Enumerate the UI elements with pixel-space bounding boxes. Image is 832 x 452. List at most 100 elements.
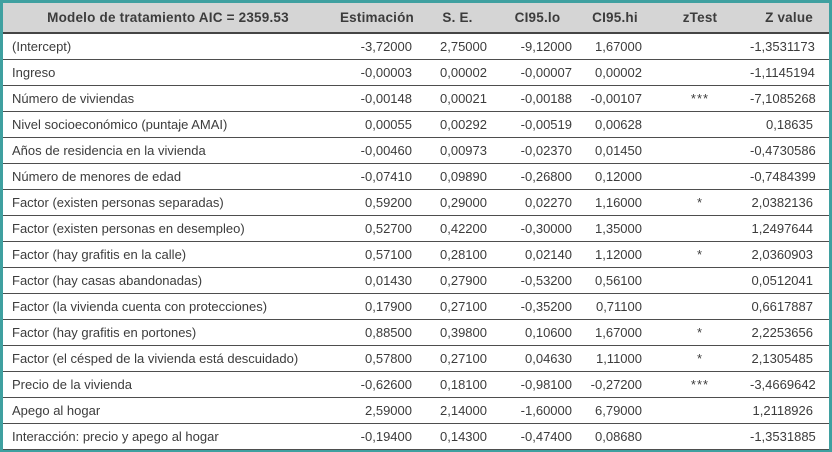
predictor-label: Factor (existen personas separadas) bbox=[3, 189, 333, 216]
se-value: 0,00021 bbox=[420, 85, 495, 112]
column-header-ztest: zTest bbox=[650, 3, 750, 34]
table-row: Factor (existen personas separadas) 0,592… bbox=[3, 189, 829, 216]
table-row: Ingreso -0,00003 0,00002 -0,00007 0,00002 -1,… bbox=[3, 59, 829, 86]
column-header-model-title: Modelo de tratamiento AIC = 2359.53 bbox=[3, 3, 333, 34]
estimate-value: -0,62600 bbox=[333, 371, 420, 398]
estimate-value: -3,72000 bbox=[333, 33, 420, 60]
significance-stars: * bbox=[650, 189, 750, 216]
table-row: Nivel socioeconómico (puntaje AMAI) 0,000… bbox=[3, 111, 829, 138]
ci-hi-value: 0,56100 bbox=[580, 267, 650, 294]
significance-stars bbox=[650, 423, 750, 450]
predictor-label: Precio de la vivienda bbox=[3, 371, 333, 398]
significance-stars bbox=[650, 163, 750, 190]
table-row: Factor (la vivienda cuenta con proteccio… bbox=[3, 293, 829, 320]
z-value: 0,18635 bbox=[750, 111, 829, 138]
ci-lo-value: -0,47400 bbox=[495, 423, 580, 450]
significance-stars: *** bbox=[650, 371, 750, 398]
ci-lo-value: -9,12000 bbox=[495, 33, 580, 60]
ci-lo-value: -1,60000 bbox=[495, 397, 580, 424]
significance-stars bbox=[650, 137, 750, 164]
se-value: 0,28100 bbox=[420, 241, 495, 268]
significance-stars: *** bbox=[650, 85, 750, 112]
table-row: Años de residencia en la vivienda -0,0046… bbox=[3, 137, 829, 164]
ci-lo-value: -0,35200 bbox=[495, 293, 580, 320]
predictor-label: Factor (el césped de la vivienda está de… bbox=[3, 345, 333, 372]
ci-hi-value: 6,79000 bbox=[580, 397, 650, 424]
z-value: 2,0382136 bbox=[750, 189, 829, 216]
se-value: 2,14000 bbox=[420, 397, 495, 424]
ci-lo-value: -0,30000 bbox=[495, 215, 580, 242]
ci-hi-value: 0,00628 bbox=[580, 111, 650, 138]
ci-hi-value: 1,12000 bbox=[580, 241, 650, 268]
z-value: 2,2253656 bbox=[750, 319, 829, 346]
predictor-label: Interacción: precio y apego al hogar bbox=[3, 423, 333, 450]
ci-lo-value: 0,02270 bbox=[495, 189, 580, 216]
estimate-value: -0,07410 bbox=[333, 163, 420, 190]
ci-lo-value: -0,00188 bbox=[495, 85, 580, 112]
predictor-label: (Intercept) bbox=[3, 33, 333, 60]
estimate-value: -0,00148 bbox=[333, 85, 420, 112]
estimate-value: -0,00003 bbox=[333, 59, 420, 86]
ci-lo-value: -0,53200 bbox=[495, 267, 580, 294]
column-header-ci95-lo: CI95.lo bbox=[495, 3, 580, 34]
estimate-value: 2,59000 bbox=[333, 397, 420, 424]
significance-stars: * bbox=[650, 319, 750, 346]
table-row: Número de menores de edad -0,07410 0,09890… bbox=[3, 163, 829, 190]
ci-hi-value: 0,08680 bbox=[580, 423, 650, 450]
se-value: 0,27100 bbox=[420, 293, 495, 320]
se-value: 0,42200 bbox=[420, 215, 495, 242]
z-value: -1,3531173 bbox=[750, 33, 829, 60]
significance-stars: * bbox=[650, 345, 750, 372]
ci-hi-value: -0,00107 bbox=[580, 85, 650, 112]
significance-stars bbox=[650, 33, 750, 60]
estimate-value: 0,57800 bbox=[333, 345, 420, 372]
header-row: Modelo de tratamiento AIC = 2359.53 Esti… bbox=[3, 3, 829, 34]
estimate-value: 0,00055 bbox=[333, 111, 420, 138]
se-value: 0,29000 bbox=[420, 189, 495, 216]
z-value: 0,0512041 bbox=[750, 267, 829, 294]
predictor-label: Número de viviendas bbox=[3, 85, 333, 112]
z-value: 1,2118926 bbox=[750, 397, 829, 424]
significance-stars: * bbox=[650, 241, 750, 268]
ci-lo-value: -0,98100 bbox=[495, 371, 580, 398]
ci-lo-value: 0,04630 bbox=[495, 345, 580, 372]
z-value: -0,4730586 bbox=[750, 137, 829, 164]
z-value: -3,4669642 bbox=[750, 371, 829, 398]
column-header-se: S. E. bbox=[420, 3, 495, 34]
estimate-value: 0,17900 bbox=[333, 293, 420, 320]
table-header: Modelo de tratamiento AIC = 2359.53 Esti… bbox=[3, 3, 829, 34]
column-header-z-value: Z value bbox=[750, 3, 829, 34]
predictor-label: Factor (hay grafitis en portones) bbox=[3, 319, 333, 346]
significance-stars bbox=[650, 111, 750, 138]
se-value: 0,00973 bbox=[420, 137, 495, 164]
ci-lo-value: 0,02140 bbox=[495, 241, 580, 268]
estimate-value: -0,19400 bbox=[333, 423, 420, 450]
estimate-value: 0,57100 bbox=[333, 241, 420, 268]
ci-lo-value: -0,02370 bbox=[495, 137, 580, 164]
column-header-estimacion: Estimación bbox=[333, 3, 420, 34]
table-row: Factor (hay grafitis en la calle) 0,57100… bbox=[3, 241, 829, 268]
ci-hi-value: 0,12000 bbox=[580, 163, 650, 190]
predictor-label: Nivel socioeconómico (puntaje AMAI) bbox=[3, 111, 333, 138]
predictor-label: Años de residencia en la vivienda bbox=[3, 137, 333, 164]
predictor-label: Apego al hogar bbox=[3, 397, 333, 424]
se-value: 0,00292 bbox=[420, 111, 495, 138]
se-value: 0,27900 bbox=[420, 267, 495, 294]
table-row: Precio de la vivienda -0,62600 0,18100 -0,9… bbox=[3, 371, 829, 398]
se-value: 0,39800 bbox=[420, 319, 495, 346]
estimate-value: 0,01430 bbox=[333, 267, 420, 294]
ci-hi-value: 0,01450 bbox=[580, 137, 650, 164]
se-value: 0,27100 bbox=[420, 345, 495, 372]
ci-hi-value: 1,16000 bbox=[580, 189, 650, 216]
predictor-label: Factor (existen personas en desempleo) bbox=[3, 215, 333, 242]
z-value: -1,1145194 bbox=[750, 59, 829, 86]
se-value: 0,14300 bbox=[420, 423, 495, 450]
ci-hi-value: 0,00002 bbox=[580, 59, 650, 86]
predictor-label: Factor (hay grafitis en la calle) bbox=[3, 241, 333, 268]
table-row: Factor (hay grafitis en portones) 0,88500… bbox=[3, 319, 829, 346]
significance-stars bbox=[650, 59, 750, 86]
table-body: (Intercept) -3,72000 2,75000 -9,12000 1,6700… bbox=[3, 33, 829, 450]
column-header-ci95-hi: CI95.hi bbox=[580, 3, 650, 34]
ci-hi-value: 1,67000 bbox=[580, 319, 650, 346]
